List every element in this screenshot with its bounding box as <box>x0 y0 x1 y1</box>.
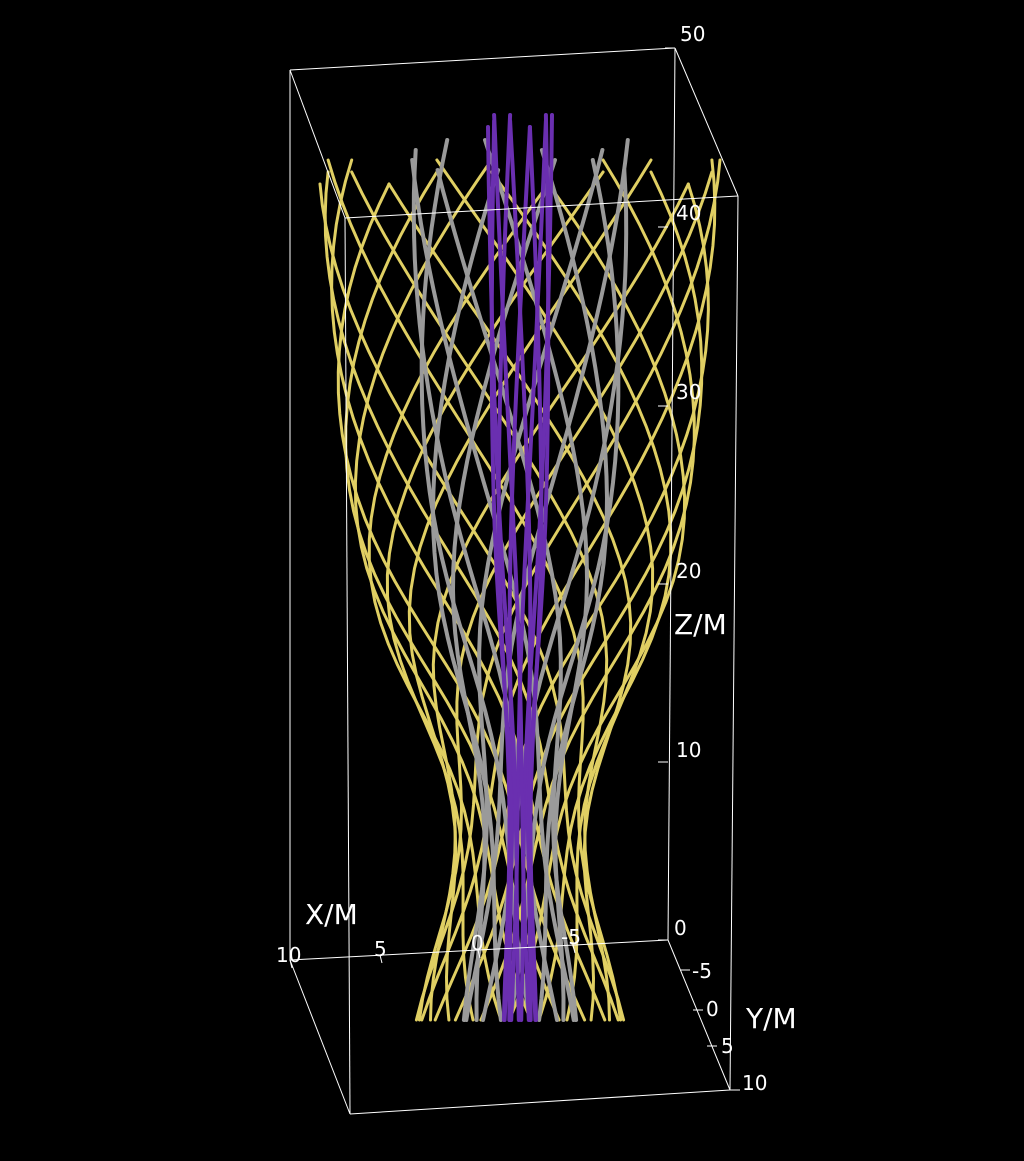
box-edge <box>349 1089 731 1115</box>
inner-field-lines <box>486 113 554 1022</box>
field-line <box>483 138 590 1022</box>
y-tick-label: 10 <box>742 1071 767 1095</box>
x-tick-mark <box>572 944 576 954</box>
x-tick-label: 5 <box>374 937 387 961</box>
y-tick-label: 5 <box>721 1034 734 1058</box>
field-line <box>527 125 544 1022</box>
box-edge <box>289 939 669 961</box>
box-edge <box>667 939 731 1091</box>
x-tick-label: 0 <box>471 931 484 955</box>
y-tick-label: -5 <box>692 959 712 983</box>
middle-field-lines <box>410 138 630 1022</box>
box-edge <box>289 47 676 71</box>
z-axis-ticks: 0 10 20 30 40 50 Z/M <box>658 22 727 941</box>
field-line <box>486 125 521 1022</box>
field-line <box>429 182 690 1022</box>
z-tick-label: 10 <box>676 738 701 762</box>
field-line <box>492 113 531 1022</box>
box-edge <box>674 47 739 197</box>
x-tick-mark <box>379 954 383 964</box>
z-tick-label: 50 <box>680 22 705 46</box>
x-axis-title: X/M <box>305 898 358 931</box>
z-axis-title: Z/M <box>674 608 727 641</box>
field-line <box>323 170 620 1022</box>
field-line <box>430 168 503 1022</box>
y-axis-ticks: -5 0 5 10 Y/M <box>680 959 797 1095</box>
bounding-box <box>289 47 739 1115</box>
field-line <box>367 182 550 1022</box>
field-line <box>496 113 513 1022</box>
box-edge <box>344 195 739 219</box>
x-tick-mark <box>289 959 293 969</box>
z-tick-label: 30 <box>676 380 701 404</box>
field-line <box>526 113 551 1022</box>
x-tick-mark <box>477 949 481 959</box>
x-axis-ticks: 10 5 0 -5 X/M <box>276 898 581 969</box>
field-line <box>407 158 653 1022</box>
z-tick-label: 20 <box>676 559 701 583</box>
y-tick-label: 0 <box>706 997 719 1021</box>
box-edge <box>667 47 676 941</box>
field-line <box>420 158 717 1022</box>
box-edge <box>344 217 351 1115</box>
x-tick-label: -5 <box>561 925 581 949</box>
z-tick-label: 0 <box>674 916 687 940</box>
y-axis-title: Y/M <box>745 1002 797 1035</box>
field-line <box>490 170 673 1022</box>
z-tick-label: 40 <box>676 201 701 225</box>
field-line <box>537 148 610 1022</box>
box-edge <box>729 195 739 1091</box>
box-edge <box>289 69 346 219</box>
box-edge <box>289 959 351 1115</box>
field-line <box>450 158 557 1022</box>
x-tick-label: 10 <box>276 943 301 967</box>
